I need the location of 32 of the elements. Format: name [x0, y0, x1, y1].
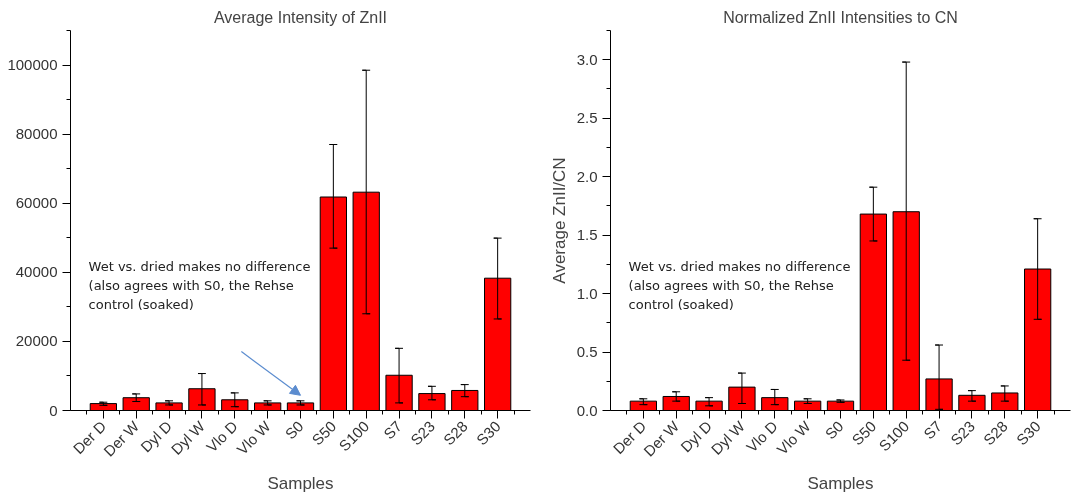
x-tick-label: S28 [979, 417, 1011, 449]
y-tick-label: 1.0 [576, 284, 598, 302]
annotation: Wet vs. dried makes no difference (also agrees with S0, the Rehse control (soaked) [88, 258, 311, 312]
y-tick-label: 100000 [7, 56, 58, 74]
y-tick-label: 20000 [15, 332, 58, 350]
x-axis-title: Samples [267, 473, 334, 493]
x-tick-label: S23 [947, 417, 978, 449]
x-tick-label: S50 [308, 417, 340, 449]
y-tick-label: 60000 [15, 194, 58, 212]
y-tick-label: 0.0 [576, 401, 598, 419]
y-tick-label: 0.5 [576, 343, 598, 361]
y-tick-label: 3.0 [576, 50, 598, 68]
annotation: Wet vs. dried makes no difference (also agrees with S0, the Rehse control (soaked) [628, 258, 851, 312]
y-tick-label: 40000 [15, 263, 58, 281]
x-tick-label: S7 [380, 417, 406, 443]
x-axis-title: Samples [807, 473, 874, 493]
y-tick-label: 1.5 [576, 226, 598, 244]
x-tick-label: S0 [821, 417, 847, 443]
x-tick-label: S23 [407, 417, 438, 449]
x-tick-label: S0 [281, 417, 307, 443]
y-axis-title: Average ZnII/CN [549, 157, 569, 284]
x-tick-label: S28 [439, 417, 471, 449]
chart-title: Normalized ZnII Intensities to CN [723, 8, 958, 26]
x-tick-label: S30 [472, 417, 504, 449]
y-tick-label: 0 [49, 401, 58, 419]
y-tick-label: 2.5 [576, 109, 598, 127]
chart-title: Average Intensity of ZnII [213, 8, 388, 26]
y-tick-label: 2.0 [576, 167, 598, 185]
x-tick-label: S30 [1012, 417, 1044, 449]
x-tick-label: S7 [920, 417, 946, 443]
y-tick-label: 80000 [15, 125, 58, 143]
x-tick-label: S50 [848, 417, 880, 449]
